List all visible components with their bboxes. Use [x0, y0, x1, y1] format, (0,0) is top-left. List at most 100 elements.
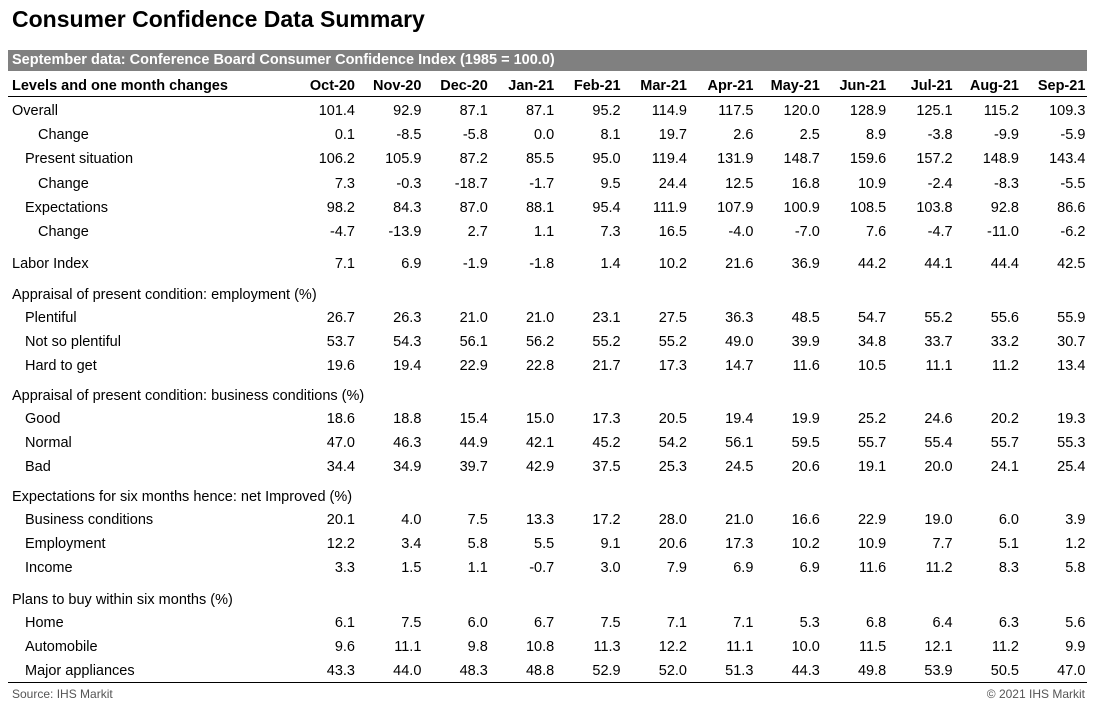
cell-value: 10.2: [658, 256, 687, 272]
cell-value: -11.0: [987, 224, 1019, 240]
cell-value: 1.2: [1065, 535, 1086, 552]
cell-value: 7.5: [467, 512, 488, 528]
cell-value: 55.6: [990, 310, 1019, 326]
cell-value: 1.4: [600, 256, 621, 272]
column-header: Apr-21: [707, 78, 754, 94]
cell-value: 15.4: [459, 411, 488, 427]
cell-value: 20.1: [326, 512, 355, 528]
cell-value: 24.1: [990, 458, 1019, 475]
cell-value: 10.0: [791, 638, 820, 655]
cell-value: 7.3: [600, 224, 621, 240]
column-header: Oct-20: [309, 78, 355, 94]
column-header: Jan-21: [508, 78, 555, 94]
cell-value: 20.6: [658, 535, 687, 552]
cell-value: 25.2: [857, 411, 887, 427]
cell-value: 21.6: [725, 256, 754, 272]
cell-value: 92.8: [990, 199, 1019, 216]
cell-value: 105.9: [385, 151, 422, 168]
cell-value: 11.6: [859, 559, 887, 576]
column-header: Mar-21: [640, 78, 687, 94]
cell-value: 11.2: [925, 559, 953, 576]
cell-value: 7.1: [733, 615, 754, 631]
cell-value: 54.7: [857, 310, 887, 326]
cell-value: 12.2: [658, 638, 687, 655]
cell-value: 95.2: [592, 103, 621, 119]
cell-value: 27.5: [658, 310, 687, 326]
cell-value: 7.6: [866, 224, 887, 240]
cell-value: 5.3: [799, 615, 820, 631]
cell-value: 12.5: [725, 175, 754, 192]
cell-value: 15.0: [525, 411, 555, 427]
cell-value: 6.1: [334, 615, 355, 631]
cell-value: 7.7: [932, 535, 953, 552]
cell-value: 54.3: [393, 333, 422, 350]
column-header: Dec-20: [440, 78, 488, 94]
header-label: Levels and one month changes: [12, 78, 228, 94]
row-label: Change: [38, 175, 89, 192]
cell-value: 11.1: [726, 638, 754, 655]
cell-value: 17.3: [725, 535, 754, 552]
cell-value: 48.8: [525, 662, 555, 679]
cell-value: 109.3: [1049, 103, 1086, 119]
cell-value: 7.5: [600, 615, 621, 631]
cell-value: 18.8: [393, 411, 422, 427]
row-label: Employment: [25, 535, 106, 552]
cell-value: 49.0: [725, 333, 754, 350]
cell-value: 2.7: [467, 224, 488, 240]
cell-value: 42.9: [525, 458, 555, 475]
cell-value: 56.1: [725, 434, 754, 451]
row-label: Normal: [25, 434, 72, 451]
row-label: Bad: [25, 458, 51, 475]
cell-value: 111.9: [652, 199, 687, 216]
cell-value: 42.1: [525, 434, 555, 451]
cell-value: 20.2: [990, 411, 1019, 427]
cell-value: 26.7: [326, 310, 355, 326]
cell-value: -0.7: [529, 559, 555, 576]
cell-value: 17.3: [658, 357, 687, 374]
cell-value: 9.6: [334, 638, 355, 655]
cell-value: 8.3: [998, 559, 1019, 576]
cell-value: 44.3: [791, 662, 820, 679]
cell-value: 34.9: [393, 458, 422, 475]
cell-value: 44.2: [857, 256, 887, 272]
row-label: Income: [25, 559, 73, 576]
cell-value: 50.5: [990, 662, 1019, 679]
cell-value: 108.5: [849, 199, 887, 216]
cell-value: 11.1: [394, 638, 422, 655]
cell-value: 55.2: [658, 333, 687, 350]
cell-value: 47.0: [326, 434, 355, 451]
cell-value: 101.4: [318, 103, 355, 119]
cell-value: -3.8: [927, 127, 953, 144]
cell-value: 36.3: [725, 310, 754, 326]
cell-value: 11.2: [991, 357, 1019, 374]
banner-bar: [8, 50, 1087, 71]
cell-value: -4.0: [728, 224, 754, 240]
cell-value: -1.7: [529, 175, 555, 192]
cell-value: 53.7: [326, 333, 355, 350]
cell-value: 85.5: [525, 151, 555, 168]
cell-value: 98.2: [326, 199, 355, 216]
cell-value: 9.1: [600, 535, 621, 552]
cell-value: 44.0: [393, 662, 422, 679]
cell-value: 7.1: [666, 615, 687, 631]
row-label: Change: [38, 127, 89, 144]
cell-value: 21.7: [592, 357, 621, 374]
cell-value: 92.9: [393, 103, 422, 119]
cell-value: 6.0: [467, 615, 488, 631]
cell-value: -9.9: [994, 127, 1019, 144]
cell-value: 16.8: [791, 175, 820, 192]
cell-value: 11.6: [792, 357, 820, 374]
cell-value: 84.3: [393, 199, 422, 216]
cell-value: -0.3: [396, 175, 422, 192]
cell-value: 5.8: [467, 535, 488, 552]
cell-value: 49.8: [857, 662, 887, 679]
cell-value: 6.8: [866, 615, 887, 631]
column-header: Aug-21: [969, 78, 1019, 94]
cell-value: 131.9: [717, 151, 754, 168]
section-heading: Appraisal of present condition: business…: [12, 388, 365, 404]
cell-value: 19.4: [725, 411, 754, 427]
header-rule: [8, 96, 1087, 97]
column-header: Nov-20: [373, 78, 422, 94]
cell-value: 9.8: [467, 638, 488, 655]
